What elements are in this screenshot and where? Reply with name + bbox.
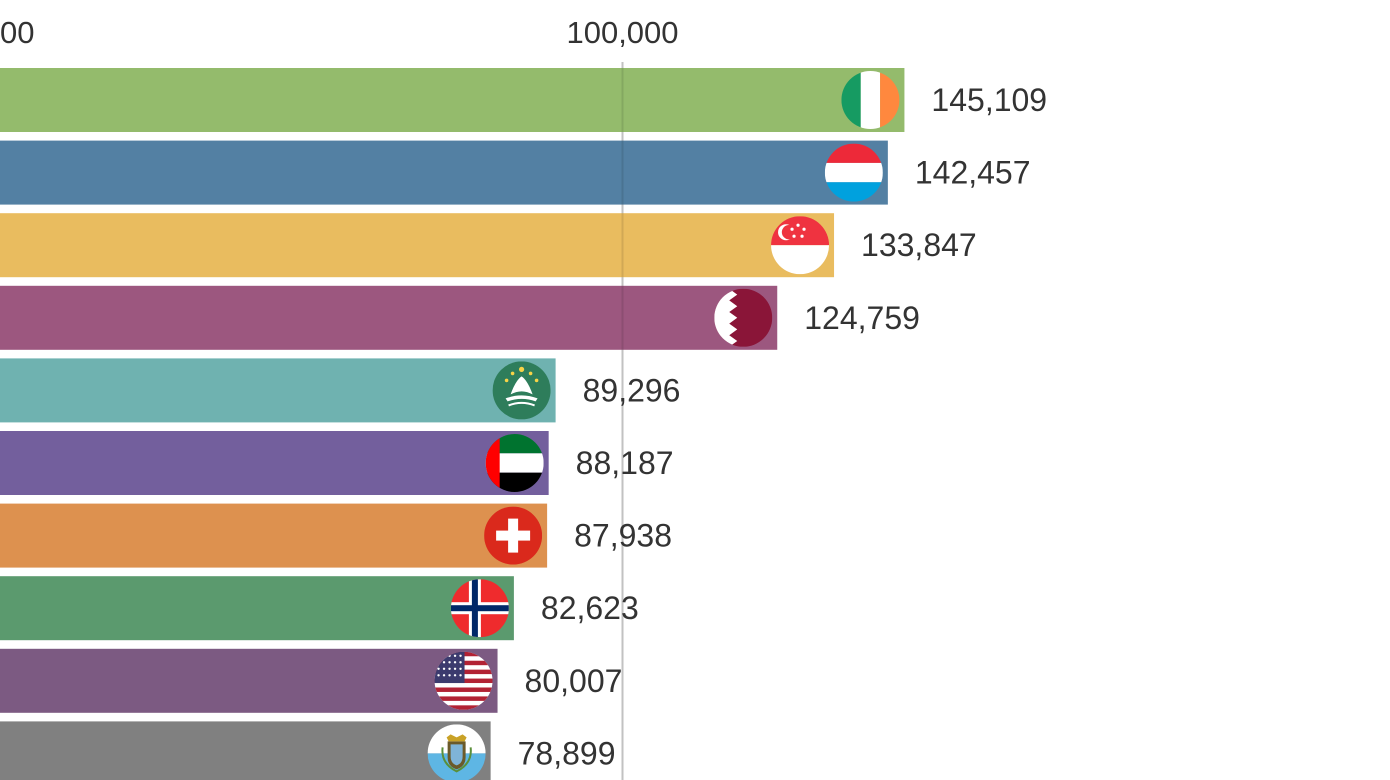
bar-macao	[0, 358, 556, 423]
value-label: 142,457	[915, 155, 1031, 191]
value-label: 89,296	[583, 372, 681, 408]
luxembourg-flag-icon	[824, 143, 883, 202]
ireland-flag-icon	[841, 71, 900, 129]
bar-qatar	[0, 285, 778, 350]
value-label: 145,109	[931, 82, 1047, 118]
value-label: 88,187	[576, 445, 674, 481]
qatar-flag-icon	[714, 288, 773, 347]
axis-ticks: 00 100,000	[0, 15, 679, 50]
bar-ireland	[0, 68, 905, 132]
x-tick-label: 100,000	[566, 15, 678, 50]
value-label: 87,938	[574, 518, 672, 554]
bar-singapore	[0, 213, 835, 278]
value-labels: 145,109 142,457 133,847 124,759 89,296 88,187…	[518, 82, 1047, 771]
bar-switzerland	[0, 503, 548, 568]
macao-flag-icon	[492, 361, 551, 420]
value-label: 78,899	[518, 735, 616, 771]
uae-flag-icon	[485, 434, 544, 492]
bar-uae	[0, 431, 549, 495]
bar-usa	[0, 648, 498, 713]
x-tick-label: 00	[0, 15, 34, 50]
switzerland-flag-icon	[484, 506, 543, 565]
bars	[0, 68, 905, 780]
san-marino-flag-icon	[427, 724, 486, 780]
value-label: 80,007	[525, 663, 623, 699]
singapore-flag-icon	[771, 216, 830, 275]
bar-luxembourg	[0, 140, 888, 205]
value-label: 82,623	[541, 590, 639, 626]
norway-flag-icon	[450, 579, 509, 638]
value-label: 133,847	[861, 227, 977, 263]
usa-flag-icon	[434, 651, 493, 710]
bar-san-marino	[0, 721, 491, 780]
value-label: 124,759	[804, 300, 920, 336]
bar-norway	[0, 576, 514, 641]
